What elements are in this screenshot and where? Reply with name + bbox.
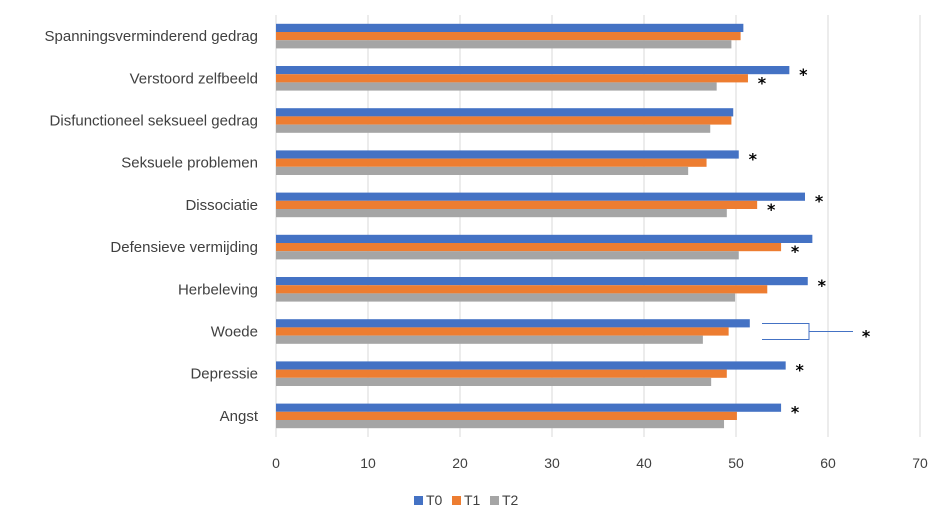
bar-t0-defensieve-vermijding bbox=[276, 234, 813, 243]
bar-t1-herbeleving bbox=[276, 285, 768, 294]
bar-t1-dissociatie bbox=[276, 200, 758, 209]
significance-star: * bbox=[758, 73, 767, 92]
significance-star: * bbox=[791, 242, 800, 261]
significance-star: * bbox=[815, 192, 824, 211]
category-label: Dissociatie bbox=[185, 197, 258, 214]
legend-label-t1: T1 bbox=[464, 492, 481, 508]
legend: T0 T1 T2 bbox=[414, 492, 519, 508]
significance-star: * bbox=[795, 361, 804, 380]
bars bbox=[276, 23, 813, 429]
bar-t1-spanningsverminderend-gedrag bbox=[276, 32, 741, 41]
category-label: Angst bbox=[220, 408, 259, 425]
bar-t0-verstoord-zelfbeeld bbox=[276, 66, 790, 75]
annotations: * * * * * * * * * * bbox=[749, 65, 871, 422]
significance-bracket bbox=[762, 323, 810, 340]
significance-star: * bbox=[791, 403, 800, 422]
legend-swatch-t2 bbox=[490, 496, 499, 505]
bar-t2-herbeleving bbox=[276, 293, 736, 302]
legend-swatch-t1 bbox=[452, 496, 461, 505]
x-tick-labels: 0 10 20 30 40 50 60 70 bbox=[272, 455, 928, 471]
bar-t0-dissociatie bbox=[276, 192, 805, 201]
x-tick-label: 70 bbox=[912, 455, 928, 471]
bar-t2-seksuele-problemen bbox=[276, 166, 689, 175]
bar-t1-angst bbox=[276, 411, 737, 420]
bar-t2-disfunctioneel-seksueel-gedrag bbox=[276, 124, 711, 133]
bar-t2-defensieve-vermijding bbox=[276, 251, 739, 260]
bar-t1-depressie bbox=[276, 369, 727, 378]
significance-star: * bbox=[767, 200, 776, 219]
bar-t1-seksuele-problemen bbox=[276, 158, 707, 167]
category-label: Disfunctioneel seksueel gedrag bbox=[50, 113, 258, 130]
x-tick-label: 0 bbox=[272, 455, 280, 471]
bar-t2-woede bbox=[276, 335, 703, 344]
bar-t2-verstoord-zelfbeeld bbox=[276, 82, 717, 91]
bar-t0-depressie bbox=[276, 361, 786, 370]
significance-star: * bbox=[749, 150, 758, 169]
x-tick-label: 60 bbox=[820, 455, 836, 471]
bar-t0-woede bbox=[276, 319, 750, 328]
category-labels: Spanningsverminderend gedrag Verstoord ze… bbox=[45, 28, 259, 425]
bar-t0-spanningsverminderend-gedrag bbox=[276, 23, 744, 32]
bar-t0-disfunctioneel-seksueel-gedrag bbox=[276, 108, 734, 117]
bar-t2-spanningsverminderend-gedrag bbox=[276, 40, 732, 49]
bar-t2-dissociatie bbox=[276, 209, 727, 218]
bar-t0-seksuele-problemen bbox=[276, 150, 739, 159]
category-label: Woede bbox=[211, 324, 258, 341]
significance-star: * bbox=[818, 276, 827, 295]
x-tick-label: 40 bbox=[636, 455, 652, 471]
category-label: Defensieve vermijding bbox=[110, 239, 258, 256]
bar-t2-depressie bbox=[276, 377, 712, 386]
significance-star: * bbox=[799, 65, 808, 84]
x-tick-label: 50 bbox=[728, 455, 744, 471]
bar-t2-angst bbox=[276, 420, 725, 429]
bar-t1-disfunctioneel-seksueel-gedrag bbox=[276, 116, 732, 125]
category-label: Spanningsverminderend gedrag bbox=[45, 28, 258, 45]
bar-t1-verstoord-zelfbeeld bbox=[276, 74, 748, 83]
legend-swatch-t0 bbox=[414, 496, 423, 505]
significance-star: * bbox=[862, 327, 871, 346]
bar-t1-defensieve-vermijding bbox=[276, 243, 782, 252]
category-label: Herbeleving bbox=[178, 281, 258, 298]
bar-t1-woede bbox=[276, 327, 729, 336]
bar-t0-angst bbox=[276, 403, 782, 412]
legend-label-t2: T2 bbox=[502, 492, 519, 508]
category-label: Seksuele problemen bbox=[121, 155, 258, 172]
x-tick-label: 30 bbox=[544, 455, 560, 471]
x-tick-label: 10 bbox=[360, 455, 376, 471]
legend-label-t0: T0 bbox=[426, 492, 443, 508]
category-label: Verstoord zelfbeeld bbox=[130, 70, 258, 87]
category-label: Depressie bbox=[190, 366, 258, 383]
x-tick-label: 20 bbox=[452, 455, 468, 471]
bar-t0-herbeleving bbox=[276, 277, 808, 286]
